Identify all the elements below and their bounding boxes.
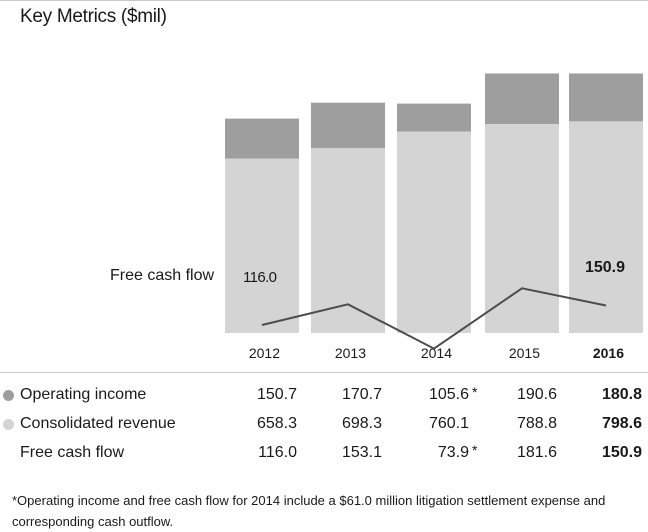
consolidated-revenue-legend-dot (3, 419, 14, 430)
cell-free-cash-flow-2016: 150.9 (601, 444, 642, 461)
cell-consolidated-revenue-2012: 658.3 (256, 415, 297, 432)
cell-operating-income-2016: 180.8 (601, 386, 642, 403)
year-label-2012: 2012 (249, 345, 280, 361)
cell-consolidated-revenue-2015: 788.8 (516, 415, 557, 432)
line-series-label: Free cash flow (110, 267, 215, 284)
operating-income-legend-dot (3, 390, 14, 401)
revenue-bar-2014 (397, 131, 471, 333)
cell-free-cash-flow-2012: 116.0 (258, 444, 297, 461)
year-label-2015: 2015 (509, 345, 540, 361)
table-row-consolidated-revenue: Consolidated revenue 658.3 698.3 760.1 788.8… (0, 413, 648, 437)
table-row-free-cash-flow: Free cash flow 116.0 153.1 73.9 * 181.6 150.9 (0, 442, 648, 466)
year-label-2014: 2014 (421, 345, 452, 361)
cell-operating-income-2012: 150.7 (256, 386, 297, 403)
revenue-bar-2013 (311, 147, 385, 333)
operating-income-bar-2016 (569, 73, 643, 122)
revenue-bar-2016 (569, 121, 643, 333)
operating-income-bar-2014 (397, 103, 471, 132)
cell-free-cash-flow-2014: 73.9 (437, 444, 469, 461)
row-label: Free cash flow (20, 444, 125, 461)
cell-operating-income-2014: 105.6 (428, 386, 469, 403)
chart-svg: 2012 2013 2014 2015 2016 116.0 150.9 (225, 73, 643, 361)
cell-free-cash-flow-2015: 181.6 (516, 444, 557, 461)
operating-income-bar-2012 (225, 118, 299, 159)
row-label: Operating income (20, 386, 147, 403)
cell-operating-income-2013: 170.7 (341, 386, 382, 403)
operating-income-bar-2013 (311, 102, 385, 148)
operating-income-bar-2015 (485, 73, 559, 124)
table-row-operating-income: Operating income 150.7 170.7 105.6 * 190.6 180… (0, 384, 648, 408)
cell-free-cash-flow-2013: 153.1 (341, 444, 382, 461)
year-label-2013: 2013 (335, 345, 366, 361)
cell-operating-income-2015: 190.6 (516, 386, 557, 403)
footnote-star: * (472, 384, 478, 400)
revenue-bar-2012 (225, 158, 299, 333)
cell-consolidated-revenue-2014: 760.1 (428, 415, 469, 432)
row-label: Consolidated revenue (20, 415, 176, 432)
chart-title: Key Metrics ($mil) (20, 6, 167, 27)
line-point-label-2016: 150.9 (585, 259, 625, 276)
year-label-2016: 2016 (593, 345, 624, 361)
table-separator (0, 372, 648, 373)
line-point-label-2012: 116.0 (243, 269, 277, 286)
cell-consolidated-revenue-2013: 698.3 (341, 415, 382, 432)
footnote: *Operating income and free cash flow for… (12, 493, 606, 529)
revenue-bar-2015 (485, 123, 559, 333)
footnote-star: * (472, 442, 478, 458)
free-cash-flow-line (261, 287, 607, 350)
cell-consolidated-revenue-2016: 798.6 (601, 415, 642, 432)
top-rule (0, 0, 648, 1)
